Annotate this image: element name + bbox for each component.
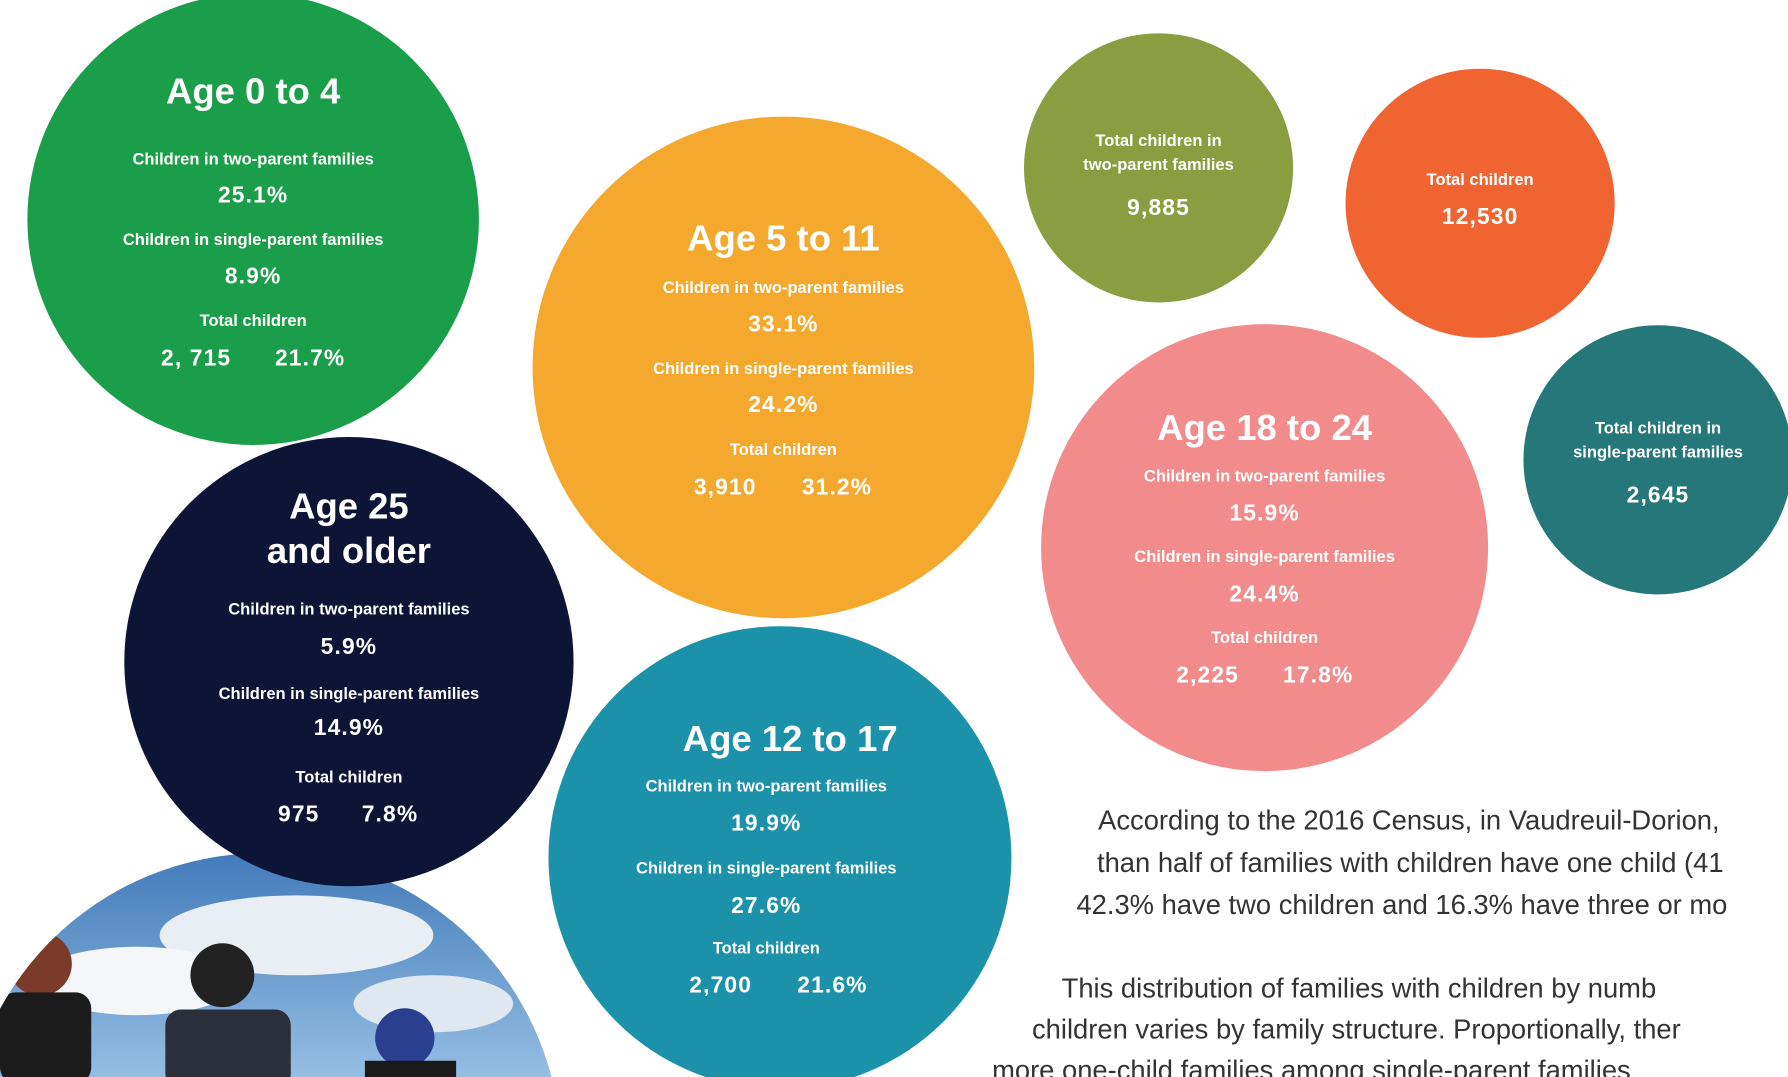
infographic: Age 0 to 4 Children in two-parent familie… (0, 0, 1788, 1077)
total-percent: 21.6% (797, 972, 867, 998)
paragraph-line: 42.3% have two children and 16.3% have t… (1076, 889, 1727, 920)
total-count: 3,910 (694, 473, 757, 499)
two-parent-label: Children in two-parent families (228, 600, 469, 619)
single-parent: 24.2% (748, 391, 818, 417)
single-parent-label: Children in single-parent families (636, 859, 897, 878)
bubble-title: Age 5 to 11 (687, 218, 880, 259)
single-parent: 24.4% (1229, 581, 1299, 607)
bubble-title: Age 25 (289, 485, 409, 526)
bubble-title: Age 0 to 4 (166, 70, 341, 111)
single-parent: 27.6% (731, 892, 801, 918)
paragraph-line: This distribution of families with child… (1062, 972, 1657, 1003)
paragraph-line: more one-child families among single-par… (992, 1054, 1631, 1077)
two-parent: 25.1% (218, 181, 288, 207)
two-parent-label: Children in two-parent families (646, 776, 887, 795)
two-parent-label: Children in two-parent families (663, 278, 904, 297)
total-value: 12,530 (1442, 203, 1519, 229)
paragraph-line: children varies by family structure. Pro… (1032, 1013, 1681, 1044)
two-parent-label: Children in two-parent families (1144, 466, 1385, 485)
total-label: Total children (295, 767, 402, 786)
age-bubble (27, 0, 479, 445)
total-value: 9,885 (1127, 194, 1190, 220)
total-value: 2,645 (1627, 481, 1690, 507)
single-parent: 14.9% (314, 714, 384, 740)
total-label: Total children in (1095, 131, 1221, 150)
total-label: two-parent families (1083, 155, 1234, 174)
total-label: single-parent families (1573, 442, 1743, 461)
two-parent: 5.9% (321, 633, 378, 659)
two-parent: 19.9% (731, 810, 801, 836)
total-label: Total children (1427, 170, 1534, 189)
age-bubble (548, 626, 1011, 1077)
two-parent: 33.1% (748, 310, 818, 336)
total-label: Total children (730, 440, 837, 459)
total-count: 2, 715 (161, 344, 231, 370)
total-percent: 31.2% (802, 473, 872, 499)
total-percent: 17.8% (1283, 661, 1353, 687)
single-parent-label: Children in single-parent families (219, 684, 480, 703)
paragraph-line: than half of families with children have… (1097, 847, 1724, 878)
total-label: Total children (1211, 628, 1318, 647)
bubble-title: Age 12 to 17 (683, 718, 898, 759)
total-count: 2,700 (689, 972, 752, 998)
total-count: 975 (278, 801, 319, 827)
total-label: Total children (713, 938, 820, 957)
total-percent: 7.8% (362, 801, 419, 827)
single-parent-label: Children in single-parent families (1134, 547, 1395, 566)
bubble-title: Age 18 to 24 (1157, 407, 1373, 448)
single-parent-label: Children in single-parent families (653, 359, 914, 378)
single-parent: 8.9% (225, 262, 282, 288)
single-parent-label: Children in single-parent families (123, 230, 384, 249)
two-parent-label: Children in two-parent families (132, 149, 373, 168)
total-label: Total children (200, 311, 307, 330)
bubble-title: and older (267, 530, 431, 571)
total-label: Total children in (1595, 418, 1721, 437)
total-percent: 21.7% (275, 344, 345, 370)
paragraph-line: According to the 2016 Census, in Vaudreu… (1098, 805, 1720, 836)
total-count: 2,225 (1176, 661, 1239, 687)
two-parent: 15.9% (1229, 500, 1299, 526)
